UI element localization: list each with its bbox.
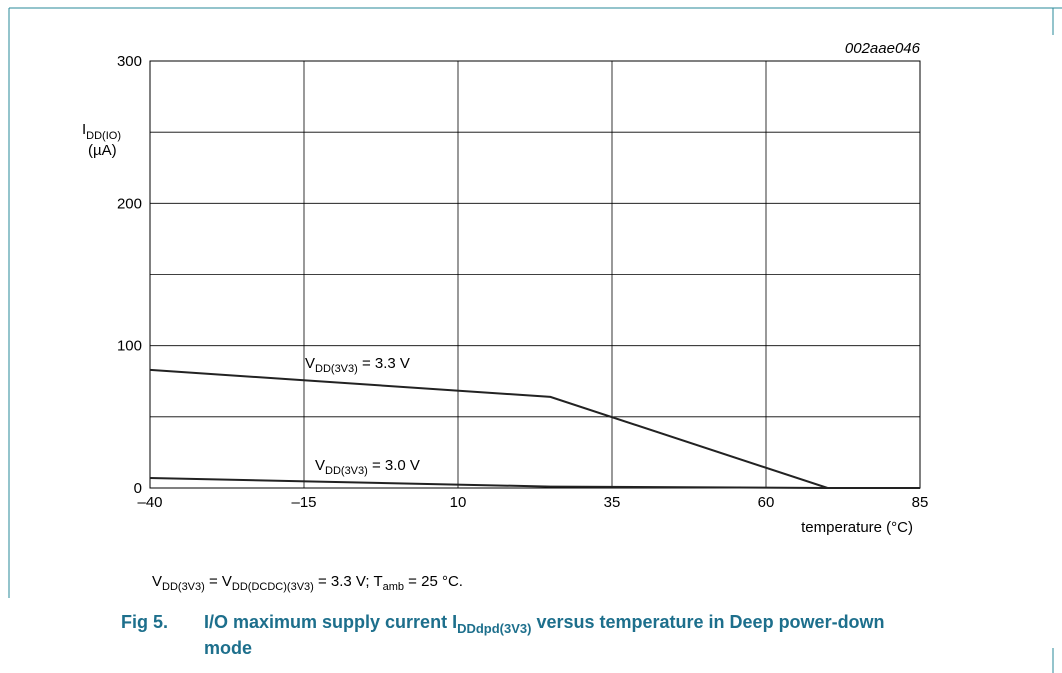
note-sub: amb bbox=[383, 581, 404, 593]
note-part: = 25 °C. bbox=[404, 573, 463, 590]
caption-part: versus temperature in Deep power-down bbox=[531, 612, 884, 632]
note-part: = 3.3 V; T bbox=[314, 573, 383, 590]
caption-text-line2: mode bbox=[204, 638, 252, 658]
series-label: VDD(3V3) = 3.0 V bbox=[315, 457, 420, 477]
y-axis-label: IDD(IO) bbox=[82, 121, 121, 142]
x-tick-label: 85 bbox=[912, 494, 929, 511]
x-tick-label: –15 bbox=[291, 494, 316, 511]
x-tick-label: –40 bbox=[137, 494, 162, 511]
x-tick-label: 35 bbox=[604, 494, 621, 511]
note-sub: DD(3V3) bbox=[162, 581, 205, 593]
series-label: VDD(3V3) = 3.3 V bbox=[305, 355, 410, 375]
x-tick-label: 60 bbox=[758, 494, 775, 511]
y-tick-label: 0 bbox=[134, 480, 142, 497]
y-tick-label: 100 bbox=[117, 338, 142, 355]
y-axis-unit: (µA) bbox=[88, 142, 117, 159]
figure-tag: 002aae046 bbox=[845, 40, 921, 57]
plot-frame bbox=[149, 60, 921, 489]
y-label-main: I bbox=[82, 121, 86, 138]
caption-text: I/O maximum supply current IDDdpd(3V3) v… bbox=[204, 612, 885, 636]
y-tick-label: 200 bbox=[117, 195, 142, 212]
series-label-part: = 3.3 V bbox=[358, 355, 410, 372]
condition-note: VDD(3V3) = VDD(DCDC)(3V3) = 3.3 V; Tamb … bbox=[152, 573, 463, 593]
caption-part: I/O maximum supply current I bbox=[204, 612, 457, 632]
series-label-part: = 3.0 V bbox=[368, 457, 420, 474]
y-label-sub: DD(IO) bbox=[86, 130, 121, 142]
caption-number: Fig 5. bbox=[121, 612, 168, 632]
y-tick-label: 300 bbox=[117, 53, 142, 70]
series-label-sub: DD(3V3) bbox=[315, 363, 358, 375]
series-label-part: V bbox=[315, 457, 325, 474]
series-label-part: V bbox=[305, 355, 315, 372]
x-tick-label: 10 bbox=[450, 494, 467, 511]
data-line bbox=[149, 368, 920, 489]
series-label-sub: DD(3V3) bbox=[325, 465, 368, 477]
data-line bbox=[149, 477, 920, 489]
x-axis-label: temperature (°C) bbox=[801, 519, 913, 536]
note-sub: DD(DCDC)(3V3) bbox=[232, 581, 314, 593]
note-part: = V bbox=[205, 573, 232, 590]
note-part: V bbox=[152, 573, 162, 590]
caption-sub: DDdpd(3V3) bbox=[457, 621, 531, 636]
